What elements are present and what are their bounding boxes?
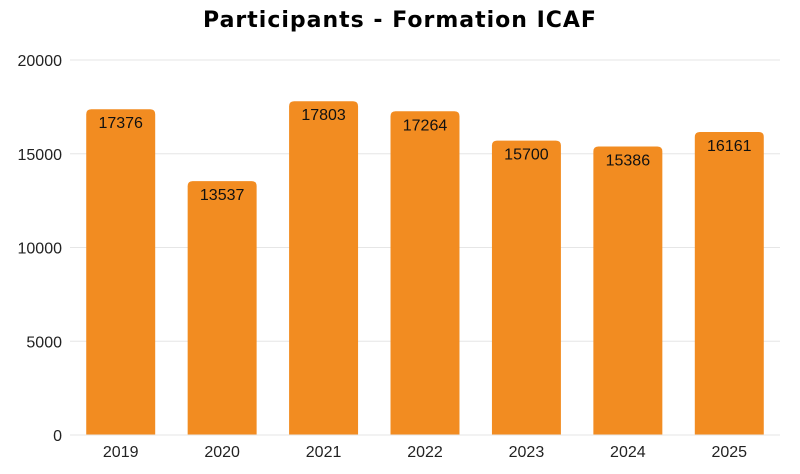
chart-title: Participants - Formation ICAF bbox=[203, 8, 597, 33]
x-tick-label-2020: 2020 bbox=[204, 444, 240, 461]
x-tick-label-2022: 2022 bbox=[407, 444, 443, 461]
data-label-2022: 17264 bbox=[403, 117, 448, 134]
data-label-2024: 15386 bbox=[606, 153, 651, 170]
y-axis-ticks: 0 5000 10000 15000 20000 bbox=[18, 53, 63, 445]
bar-2019 bbox=[86, 109, 156, 435]
y-tick-label: 0 bbox=[53, 428, 62, 445]
x-tick-label-2024: 2024 bbox=[610, 444, 646, 461]
bars: 17376 13537 17803 17264 15700 15386 16161 bbox=[86, 101, 764, 436]
bar-2022 bbox=[390, 111, 460, 436]
bar-2023 bbox=[491, 140, 561, 435]
x-tick-label-2021: 2021 bbox=[306, 444, 342, 461]
y-tick-label: 5000 bbox=[26, 334, 62, 351]
bar-2021 bbox=[289, 101, 359, 435]
x-tick-label-2025: 2025 bbox=[711, 444, 747, 461]
bar-2024 bbox=[593, 146, 663, 435]
x-tick-label-2023: 2023 bbox=[509, 444, 545, 461]
x-axis-ticks: 2019 2020 2021 2022 2023 2024 2025 bbox=[103, 444, 747, 461]
y-tick-label: 15000 bbox=[18, 147, 63, 164]
data-label-2023: 15700 bbox=[504, 147, 549, 164]
y-tick-label: 10000 bbox=[18, 241, 63, 258]
data-label-2021: 17803 bbox=[301, 107, 346, 124]
data-label-2025: 16161 bbox=[707, 138, 752, 155]
x-tick-label-2019: 2019 bbox=[103, 444, 139, 461]
y-tick-label: 20000 bbox=[18, 53, 63, 70]
data-label-2020: 13537 bbox=[200, 187, 245, 204]
data-label-2019: 17376 bbox=[98, 115, 143, 132]
bar-2025 bbox=[694, 131, 764, 435]
bar-2020 bbox=[187, 181, 257, 435]
